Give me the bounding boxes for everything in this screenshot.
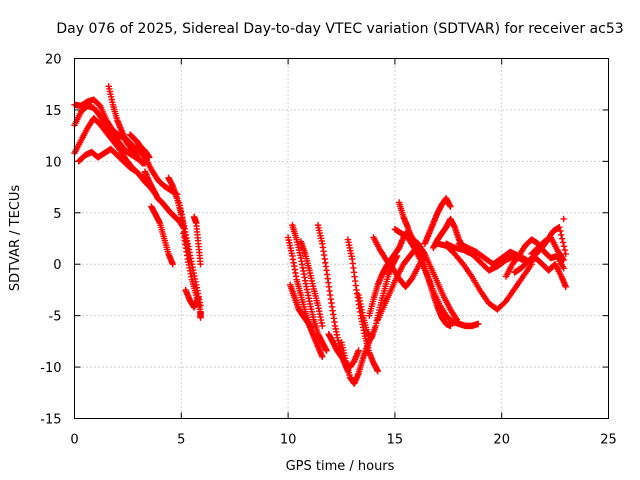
series-arc-6 bbox=[126, 131, 153, 161]
series-arc-4 bbox=[75, 145, 159, 198]
data-point bbox=[475, 320, 482, 328]
x-tick-label: 10 bbox=[280, 433, 297, 448]
axis-ticks: 0 5 10 15 20 25 -15 -10 -5 0 5 10 15 20 bbox=[40, 53, 617, 448]
series-arc-13 bbox=[190, 213, 204, 268]
data-point bbox=[562, 250, 569, 258]
data-point bbox=[561, 246, 569, 254]
data-point bbox=[197, 314, 204, 321]
data-point bbox=[139, 160, 147, 167]
series-arc-22 bbox=[355, 252, 401, 342]
y-tick-label: -10 bbox=[40, 361, 61, 376]
data-point bbox=[558, 231, 565, 239]
data-point bbox=[453, 316, 461, 323]
x-tick-label: 20 bbox=[493, 433, 510, 448]
series-arc-15 bbox=[284, 234, 326, 360]
y-tick-label: 15 bbox=[45, 104, 62, 119]
series-arc-12 bbox=[182, 286, 202, 311]
data-point bbox=[374, 367, 382, 375]
y-tick-label: 5 bbox=[53, 207, 61, 222]
y-tick-label: 20 bbox=[45, 53, 62, 68]
series-arc-16 bbox=[287, 281, 315, 332]
data-point bbox=[195, 293, 202, 301]
series-arc-5 bbox=[105, 83, 147, 167]
data-point bbox=[197, 261, 204, 268]
y-axis-label: SDTVAR / TECUs bbox=[8, 185, 23, 292]
x-axis-label: GPS time / hours bbox=[286, 459, 395, 474]
y-tick-label: -15 bbox=[40, 413, 61, 428]
series-arc-14 bbox=[289, 221, 330, 354]
data-point bbox=[556, 223, 563, 231]
data-point bbox=[323, 347, 330, 354]
data-point bbox=[319, 353, 326, 360]
data-point bbox=[319, 322, 326, 330]
data-point bbox=[560, 243, 568, 250]
chart-title: Day 076 of 2025, Sidereal Day-to-day VTE… bbox=[56, 21, 623, 37]
data-point bbox=[169, 261, 176, 268]
series-arc-37 bbox=[528, 234, 567, 264]
series-arc-38 bbox=[560, 215, 567, 223]
data-points bbox=[71, 83, 569, 387]
series-arc-18 bbox=[314, 221, 352, 375]
data-point bbox=[447, 322, 454, 330]
y-tick-label: 0 bbox=[53, 258, 61, 273]
series-arc-27 bbox=[391, 226, 482, 330]
grid-lines bbox=[74, 58, 609, 419]
series-arc-17 bbox=[297, 238, 326, 330]
series-arc-29 bbox=[421, 195, 454, 247]
x-tick-label: 25 bbox=[600, 433, 617, 448]
data-point bbox=[308, 324, 315, 332]
x-tick-label: 5 bbox=[177, 433, 185, 448]
data-point bbox=[559, 239, 567, 246]
y-tick-label: -5 bbox=[49, 310, 62, 325]
data-point bbox=[355, 347, 362, 354]
series-arc-8 bbox=[148, 203, 176, 268]
x-tick-label: 15 bbox=[387, 433, 404, 448]
series-arc-33 bbox=[455, 240, 522, 268]
plot-frame bbox=[74, 58, 609, 419]
data-point bbox=[146, 154, 153, 161]
x-tick-label: 0 bbox=[70, 433, 78, 448]
data-point bbox=[560, 265, 567, 272]
data-point bbox=[562, 283, 569, 291]
data-point bbox=[557, 227, 564, 235]
series-arc-31 bbox=[434, 240, 535, 313]
data-point bbox=[560, 215, 567, 223]
data-point bbox=[558, 235, 566, 242]
series-arc-36 bbox=[519, 254, 569, 291]
data-point bbox=[560, 256, 567, 264]
data-point bbox=[447, 203, 454, 210]
series-arc-28 bbox=[408, 236, 461, 323]
series-arc-7 bbox=[141, 168, 187, 231]
y-tick-label: 10 bbox=[45, 155, 62, 170]
